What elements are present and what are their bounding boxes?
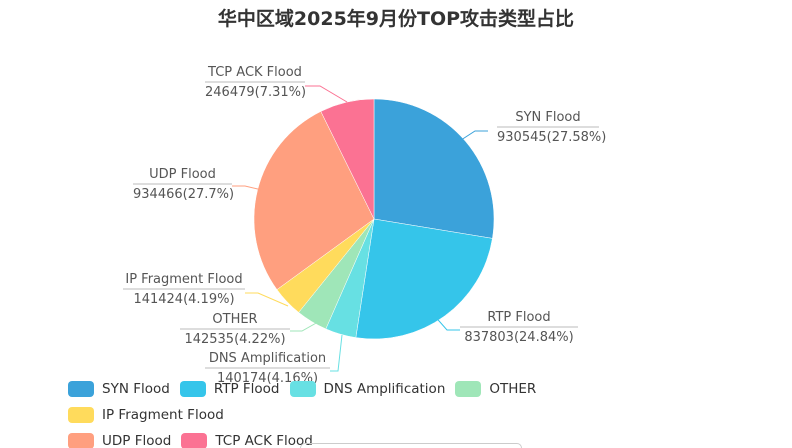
legend-swatch xyxy=(455,381,482,397)
data-label-name: OTHER xyxy=(180,312,290,330)
data-label: RTP Flood 837803(24.84%) xyxy=(460,310,578,345)
leader-line xyxy=(457,130,488,143)
legend-swatch xyxy=(68,407,94,423)
bottom-control[interactable] xyxy=(300,443,522,448)
data-label-value: 934466(27.7%) xyxy=(133,187,235,202)
leader-line xyxy=(305,85,348,103)
data-label: SYN Flood 930545(27.58%) xyxy=(497,110,607,145)
data-label-value: 142535(4.22%) xyxy=(184,332,286,347)
data-label-value: 837803(24.84%) xyxy=(464,330,574,345)
data-label-name: DNS Amplification xyxy=(205,351,330,369)
legend-item[interactable]: UDP Flood xyxy=(68,429,171,448)
leader-line xyxy=(431,312,460,331)
data-label-name: RTP Flood xyxy=(460,310,578,328)
data-label-name: IP Fragment Flood xyxy=(123,272,245,290)
leader-line xyxy=(330,334,343,372)
data-label-name: TCP ACK Flood xyxy=(205,65,305,83)
legend-label: UDP Flood xyxy=(102,433,172,448)
data-label-name: SYN Flood xyxy=(497,110,599,128)
legend-swatch xyxy=(181,433,208,448)
legend-label: TCP ACK Flood xyxy=(215,433,313,448)
legend-label: IP Fragment Flood xyxy=(102,407,224,423)
pie-slice-rtp-flood[interactable] xyxy=(355,218,493,340)
data-label: IP Fragment Flood 141424(4.19%) xyxy=(123,272,245,307)
legend-label: DNS Amplification xyxy=(323,381,446,397)
leader-line xyxy=(290,321,319,332)
chart-title: 华中区域2025年9月份TOP攻击类型占比 xyxy=(217,8,575,30)
legend-swatch xyxy=(289,381,316,397)
legend-label: RTP Flood xyxy=(213,381,280,397)
legend-item[interactable]: TCP ACK Flood xyxy=(181,429,313,448)
data-label: OTHER 142535(4.22%) xyxy=(180,312,290,347)
data-label-value: 141424(4.19%) xyxy=(133,292,235,307)
legend-item[interactable]: IP Fragment Flood xyxy=(68,403,224,427)
legend-item[interactable]: RTP Flood xyxy=(179,377,280,401)
data-label: UDP Flood 934466(27.7%) xyxy=(133,167,235,202)
leader-line xyxy=(245,292,289,307)
legend: SYN Flood RTP Flood DNS Amplification OTHER… xyxy=(68,377,708,448)
data-label-value: 930545(27.58%) xyxy=(497,130,607,145)
data-label-name: UDP Flood xyxy=(133,167,232,185)
legend-item[interactable]: DNS Amplification xyxy=(289,377,446,401)
legend-label: SYN Flood xyxy=(102,381,170,397)
legend-item[interactable]: OTHER xyxy=(455,377,536,401)
legend-swatch xyxy=(68,381,94,397)
legend-item[interactable]: SYN Flood xyxy=(68,377,170,401)
data-label: TCP ACK Flood 246479(7.31%) xyxy=(205,65,307,100)
legend-swatch xyxy=(179,381,206,397)
data-label-value: 246479(7.31%) xyxy=(205,85,307,100)
pie-slice-udp-flood[interactable] xyxy=(253,111,375,290)
leader-line xyxy=(232,185,263,191)
legend-swatch xyxy=(68,433,94,448)
pie-slice-syn-flood[interactable] xyxy=(373,98,495,239)
legend-label: OTHER xyxy=(489,381,537,397)
